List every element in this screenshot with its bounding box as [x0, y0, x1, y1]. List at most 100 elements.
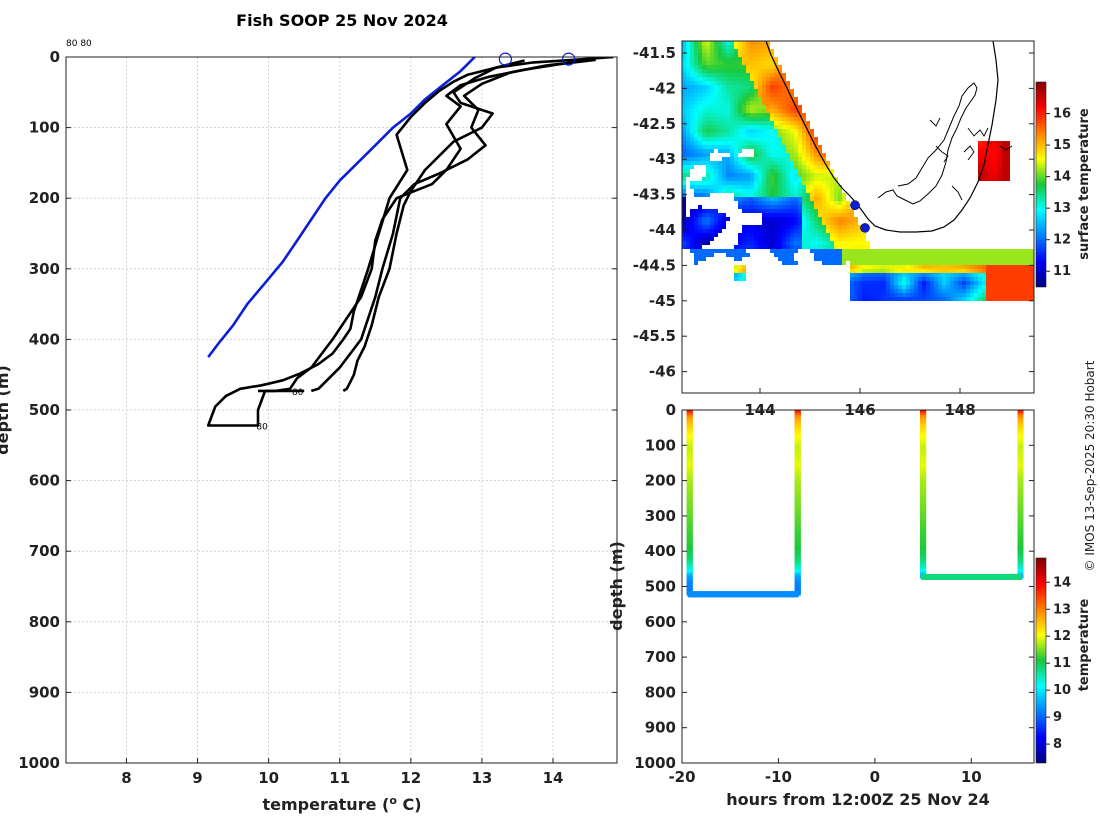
- sst-cell: [746, 97, 750, 101]
- sst-cell: [914, 261, 918, 265]
- sst-cell: [1002, 277, 1006, 281]
- sst-cell: [894, 273, 898, 277]
- sst-cell: [758, 157, 762, 161]
- sst-cell: [794, 133, 798, 137]
- sst-cell: [846, 237, 850, 241]
- sst-cell: [794, 177, 798, 181]
- sst-cell: [838, 213, 842, 217]
- sst-cell: [714, 121, 718, 125]
- sst-cell: [914, 289, 918, 293]
- sst-cell: [794, 181, 798, 185]
- sst-cell: [770, 69, 774, 73]
- sst-cell: [710, 49, 714, 53]
- sst-cell: [746, 93, 750, 97]
- sst-cell: [710, 45, 714, 49]
- sst-cell: [814, 221, 818, 225]
- sst-cell: [934, 257, 938, 261]
- sst-cell: [730, 145, 734, 149]
- sst-cell: [994, 289, 998, 293]
- sst-cell: [706, 41, 710, 45]
- sst-cell: [826, 177, 830, 181]
- section-colorbar-tick-label: 10: [1053, 683, 1071, 698]
- sst-cell: [1002, 273, 1006, 277]
- sst-cell: [986, 273, 990, 277]
- sst-cell: [954, 281, 958, 285]
- sst-cell: [698, 61, 702, 65]
- sst-cell: [782, 209, 786, 213]
- sst-cell: [762, 245, 766, 249]
- sst-cell: [1018, 289, 1022, 293]
- sst-cell: [818, 221, 822, 225]
- sst-cell: [782, 201, 786, 205]
- sst-cell: [738, 125, 742, 129]
- sst-cell: [894, 285, 898, 289]
- sst-cell: [786, 197, 790, 201]
- sst-cell: [682, 133, 686, 137]
- sst-cell: [998, 293, 1002, 297]
- sst-cell: [762, 77, 766, 81]
- sst-cell: [986, 285, 990, 289]
- sst-cell: [994, 261, 998, 265]
- y-tick-label: 300: [29, 260, 60, 278]
- sst-cell: [1006, 257, 1010, 261]
- sst-cell: [798, 217, 802, 221]
- sst-cell: [726, 253, 730, 257]
- sst-cell: [818, 189, 822, 193]
- sst-cell: [694, 117, 698, 121]
- sst-cell: [694, 189, 698, 193]
- sst-cell: [770, 181, 774, 185]
- sst-cell: [698, 237, 702, 241]
- sst-cell: [706, 101, 710, 105]
- sst-cell: [774, 145, 778, 149]
- sst-cell: [922, 277, 926, 281]
- sst-cell: [742, 205, 746, 209]
- sst-cell: [714, 249, 718, 253]
- sst-cell: [718, 113, 722, 117]
- sst-cell: [706, 69, 710, 73]
- sst-cell: [822, 201, 826, 205]
- sst-cell: [978, 161, 982, 165]
- sst-cell: [854, 297, 858, 301]
- sst-cell: [978, 261, 982, 265]
- sst-cell: [686, 129, 690, 133]
- sst-cell: [738, 249, 742, 253]
- sst-cell: [706, 169, 710, 173]
- sst-cell: [746, 161, 750, 165]
- sst-cell: [774, 113, 778, 117]
- sst-cell: [754, 73, 758, 77]
- sst-cell: [682, 101, 686, 105]
- sst-cell: [698, 241, 702, 245]
- sst-cell: [794, 173, 798, 177]
- sst-cell: [982, 153, 986, 157]
- sst-cell: [702, 97, 706, 101]
- sst-cell: [794, 217, 798, 221]
- sst-cell: [750, 169, 754, 173]
- sst-cell: [974, 273, 978, 277]
- sst-cell: [706, 217, 710, 221]
- sst-cell: [842, 233, 846, 237]
- sst-cell: [754, 173, 758, 177]
- sst-cell: [698, 49, 702, 53]
- sst-cell: [710, 189, 714, 193]
- sst-cell: [782, 149, 786, 153]
- sst-cell: [754, 157, 758, 161]
- sst-cell: [766, 233, 770, 237]
- sst-cell: [718, 93, 722, 97]
- sst-cell: [994, 161, 998, 165]
- sst-cell: [762, 229, 766, 233]
- sst-cell: [778, 109, 782, 113]
- sst-cell: [962, 285, 966, 289]
- sst-cell: [754, 53, 758, 57]
- sst-cell: [710, 73, 714, 77]
- sst-cell: [762, 197, 766, 201]
- sst-cell: [734, 253, 738, 257]
- sst-cell: [734, 157, 738, 161]
- sst-cell: [798, 177, 802, 181]
- sst-cell: [726, 117, 730, 121]
- y-tick-label: 400: [29, 330, 60, 348]
- sst-cell: [854, 245, 858, 249]
- sst-cell: [770, 113, 774, 117]
- sst-cell: [830, 257, 834, 261]
- sst-cell: [994, 153, 998, 157]
- sst-cell: [706, 149, 710, 153]
